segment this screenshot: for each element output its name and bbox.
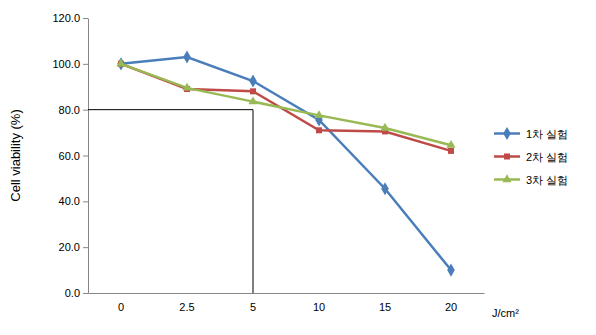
x-tick-label: 15: [379, 301, 391, 313]
y-tick-mark: [83, 110, 88, 111]
series-line: [121, 57, 451, 270]
data-point: [316, 127, 322, 133]
y-tick-mark: [83, 18, 88, 19]
data-point: [116, 59, 125, 67]
x-tick-label: 5: [250, 301, 256, 313]
threshold-line: [88, 109, 253, 110]
data-point: [249, 74, 257, 87]
y-tick-label: 20.0: [59, 241, 80, 253]
y-tick: 120.0: [52, 12, 88, 24]
x-tick: 20: [445, 301, 457, 313]
y-tick-label: 80.0: [59, 104, 80, 116]
data-point: [117, 57, 125, 70]
legend-item: 2차 실험: [494, 151, 568, 163]
y-tick: 40.0: [59, 195, 88, 207]
x-axis-line: [89, 293, 485, 294]
y-tick-label: 60.0: [59, 150, 80, 162]
y-tick: 0.0: [65, 287, 88, 299]
legend-marker: [502, 174, 511, 182]
legend-item: 1차 실험: [494, 127, 568, 140]
legend-marker: [504, 154, 510, 160]
legend-label: 3차 실험: [526, 174, 568, 186]
data-point: [448, 148, 454, 154]
series-line: [121, 64, 451, 145]
y-tick-label: 120.0: [52, 12, 80, 24]
y-axis-title: Cell viability (%): [8, 109, 23, 201]
data-point: [314, 110, 323, 118]
y-tick: 100.0: [52, 58, 88, 70]
data-point: [248, 96, 257, 104]
y-tick-label: 40.0: [59, 195, 80, 207]
data-point: [250, 88, 256, 94]
x-axis-title: J/cm²: [492, 307, 519, 319]
legend-label: 2차 실험: [526, 151, 568, 163]
y-tick-mark: [83, 201, 88, 202]
y-tick: 80.0: [59, 104, 88, 116]
plot-area: [88, 50, 456, 293]
data-point: [446, 140, 455, 148]
y-tick-label: 100.0: [52, 58, 80, 70]
y-tick-mark: [83, 156, 88, 157]
threshold-line: [253, 110, 254, 293]
legend: 1차 실험 2차 실험 3차 실험: [494, 127, 568, 186]
y-axis-line: [88, 19, 89, 294]
legend-marker: [503, 127, 511, 140]
x-tick: 2.5: [179, 301, 194, 313]
y-tick-mark: [83, 64, 88, 65]
x-tick: 5: [250, 301, 256, 313]
data-point: [447, 264, 455, 277]
y-tick-label: 0.0: [65, 287, 80, 299]
y-tick: 20.0: [59, 241, 88, 253]
data-point: [182, 83, 191, 91]
x-tick-label: 2.5: [179, 301, 194, 313]
x-tick-label: 0: [118, 301, 124, 313]
legend-label: 1차 실험: [526, 128, 568, 140]
y-tick: 60.0: [59, 150, 88, 162]
y-axis: 0.0 20.0 40.0 60.0 80.0 100.0 120.0: [52, 12, 88, 299]
x-tick-label: 20: [445, 301, 457, 313]
series-line: [121, 64, 451, 151]
x-tick: 10: [313, 301, 325, 313]
x-tick-label: 10: [313, 301, 325, 313]
data-point: [183, 50, 191, 63]
y-tick-mark: [83, 247, 88, 248]
data-point: [381, 182, 389, 195]
x-tick: 15: [379, 301, 391, 313]
x-tick: 0: [118, 301, 124, 313]
x-axis: 0 2.5 5 10 15 20: [89, 294, 485, 313]
data-point: [380, 123, 389, 131]
y-tick-mark: [83, 293, 88, 294]
legend-item: 3차 실험: [494, 174, 568, 186]
